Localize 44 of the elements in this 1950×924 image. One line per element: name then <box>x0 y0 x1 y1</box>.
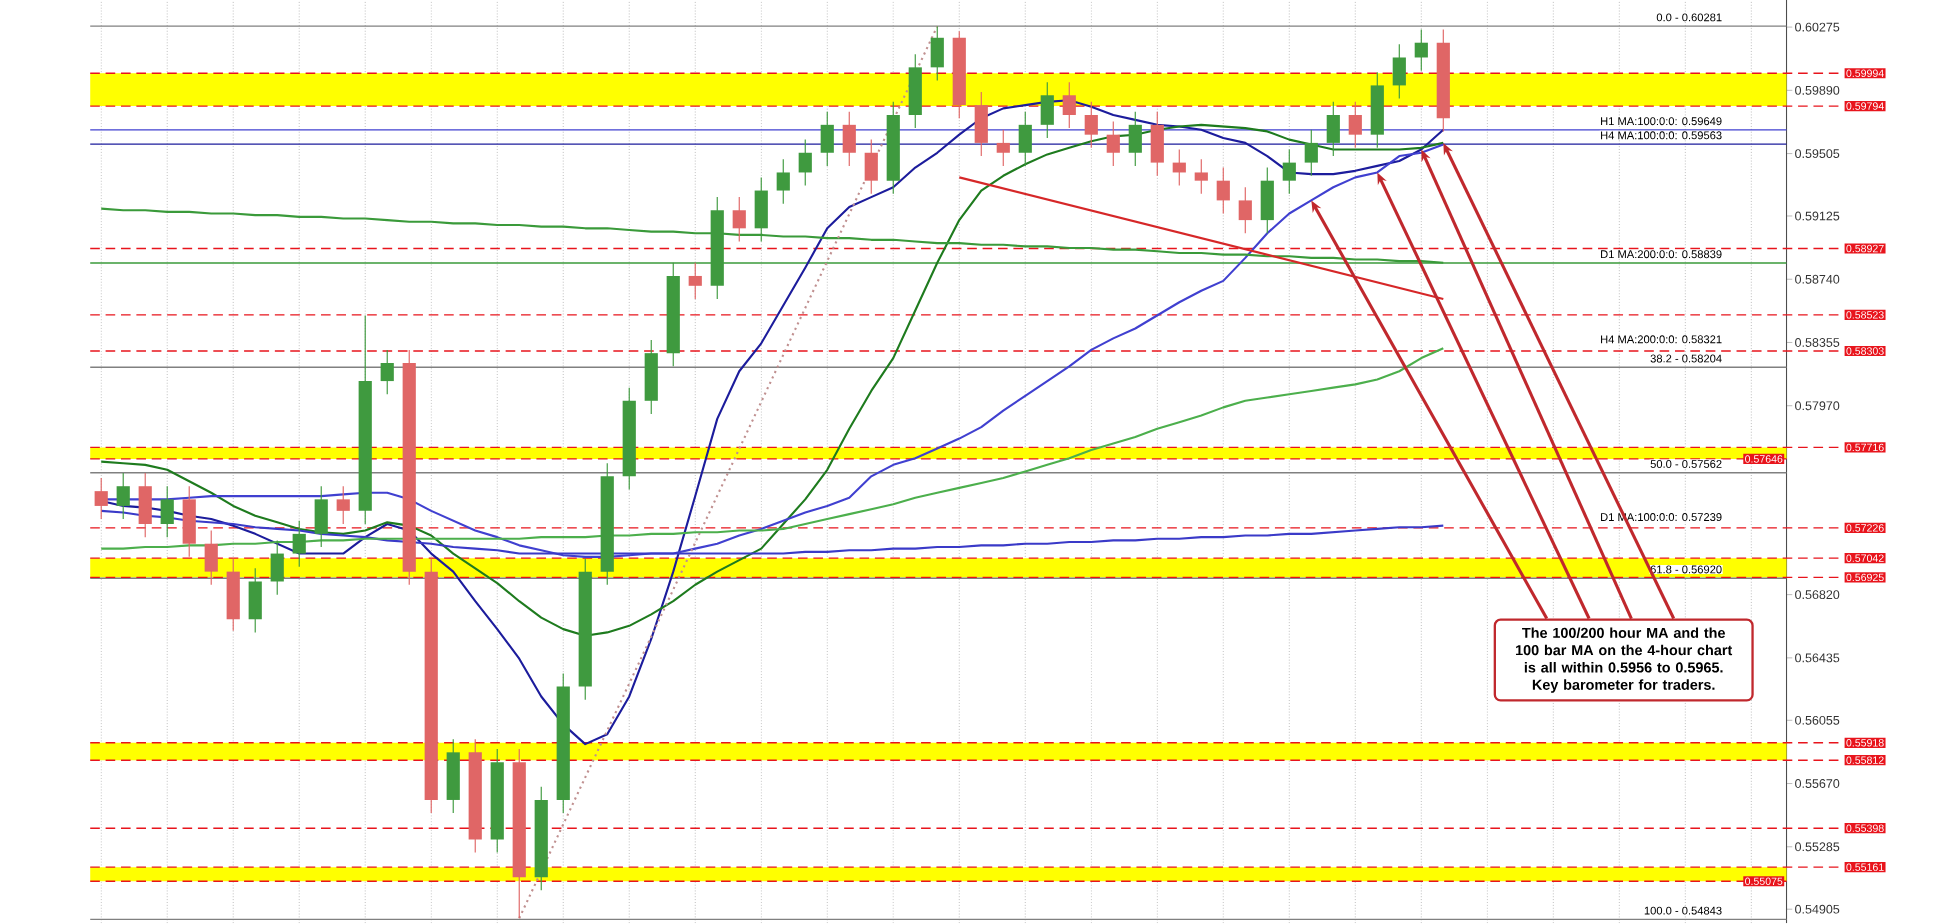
candlestick <box>182 486 196 558</box>
candlestick <box>732 196 746 243</box>
candlestick <box>292 520 306 568</box>
candlestick <box>336 486 350 525</box>
candlestick <box>94 477 108 521</box>
candlestick <box>798 139 812 187</box>
candlestick <box>380 349 394 396</box>
candlestick <box>1106 121 1120 167</box>
candlestick <box>1084 101 1098 149</box>
candlestick <box>226 558 240 632</box>
candlestick <box>864 139 878 195</box>
candlestick <box>974 91 988 158</box>
candlestick <box>1414 29 1428 72</box>
candlestick <box>908 54 922 130</box>
candlestick <box>116 472 130 521</box>
candlestick <box>842 111 856 167</box>
candlestick <box>1150 111 1164 177</box>
candlestick <box>1348 101 1362 149</box>
candlestick <box>160 486 174 539</box>
candlestick <box>270 540 284 596</box>
candlestick <box>996 129 1010 167</box>
candlestick <box>930 26 944 82</box>
candlestick <box>1260 167 1274 235</box>
candlestick <box>776 159 790 205</box>
candlestick <box>446 739 460 815</box>
candlestick <box>1128 111 1142 167</box>
candlestick <box>644 339 658 415</box>
candlestick <box>688 262 702 300</box>
candlestick <box>1282 149 1296 195</box>
candlestick <box>1040 81 1054 139</box>
candlestick <box>248 568 262 634</box>
candlestick <box>1216 167 1230 215</box>
candlestick <box>1172 149 1186 187</box>
candlestick <box>1062 81 1076 130</box>
candlestick <box>204 530 218 586</box>
candlestick <box>314 486 328 548</box>
candlestick <box>1194 159 1208 195</box>
candlestick <box>1238 187 1252 235</box>
candlestick <box>1018 111 1032 167</box>
candlestick <box>1392 44 1406 100</box>
candlestick <box>1326 101 1340 158</box>
candlestick <box>138 472 152 539</box>
candlestick <box>1304 129 1318 177</box>
candlestick <box>820 111 834 167</box>
